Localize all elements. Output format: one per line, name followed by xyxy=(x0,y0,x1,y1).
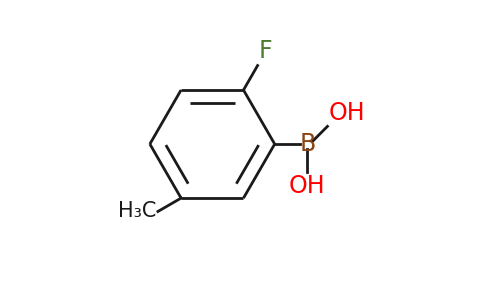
Text: OH: OH xyxy=(329,101,365,125)
Text: OH: OH xyxy=(289,174,326,198)
Text: H₃C: H₃C xyxy=(118,202,156,221)
Text: F: F xyxy=(259,39,272,63)
Text: B: B xyxy=(299,132,316,156)
